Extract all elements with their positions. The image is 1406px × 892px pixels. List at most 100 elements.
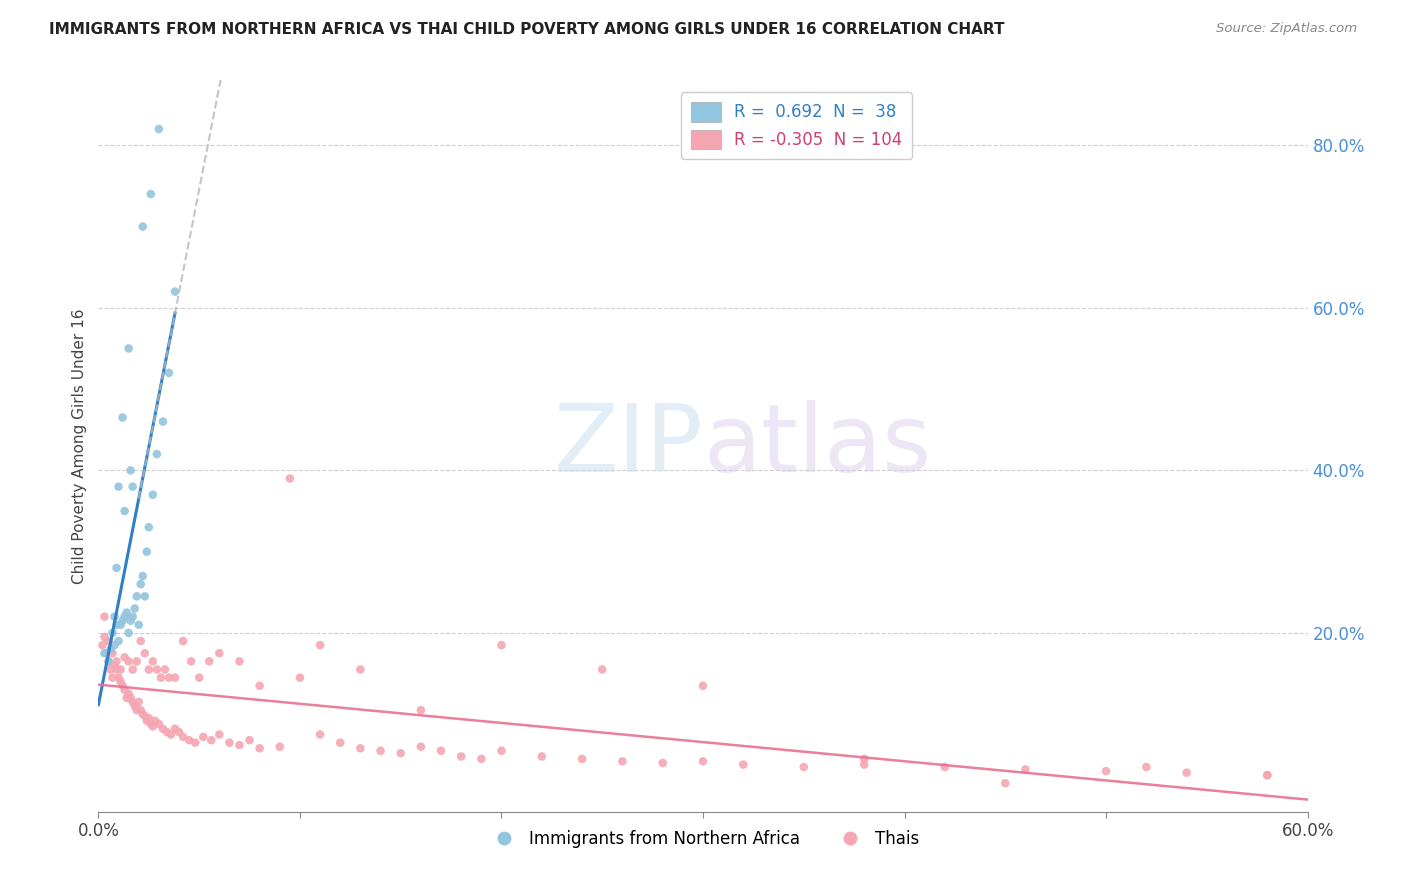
Point bbox=[409, 739, 432, 754]
Point bbox=[692, 679, 714, 693]
Point bbox=[692, 755, 714, 769]
Point bbox=[288, 671, 311, 685]
Point bbox=[138, 520, 160, 534]
Point bbox=[228, 654, 250, 668]
Point bbox=[110, 674, 132, 689]
Point bbox=[612, 755, 634, 769]
Point bbox=[1256, 768, 1278, 782]
Point bbox=[97, 634, 120, 648]
Point bbox=[132, 569, 155, 583]
Point bbox=[97, 654, 120, 668]
Point bbox=[1135, 760, 1157, 774]
Point bbox=[114, 504, 136, 518]
Text: IMMIGRANTS FROM NORTHERN AFRICA VS THAI CHILD POVERTY AMONG GIRLS UNDER 16 CORRE: IMMIGRANTS FROM NORTHERN AFRICA VS THAI … bbox=[49, 22, 1005, 37]
Y-axis label: Child Poverty Among Girls Under 16: Child Poverty Among Girls Under 16 bbox=[72, 309, 87, 583]
Point bbox=[389, 746, 412, 760]
Point bbox=[1014, 763, 1036, 777]
Point bbox=[142, 488, 165, 502]
Point bbox=[198, 654, 221, 668]
Point bbox=[128, 617, 150, 632]
Text: Source: ZipAtlas.com: Source: ZipAtlas.com bbox=[1216, 22, 1357, 36]
Point bbox=[249, 741, 271, 756]
Point bbox=[163, 671, 186, 685]
Point bbox=[124, 699, 146, 714]
Point bbox=[180, 654, 202, 668]
Point bbox=[135, 714, 157, 728]
Point bbox=[156, 725, 179, 739]
Point bbox=[208, 727, 231, 741]
Point bbox=[651, 756, 673, 770]
Point bbox=[160, 727, 183, 741]
Point bbox=[118, 687, 141, 701]
Point bbox=[430, 744, 453, 758]
Point bbox=[111, 614, 134, 628]
Point bbox=[134, 708, 156, 723]
Point bbox=[97, 654, 120, 668]
Point bbox=[329, 736, 352, 750]
Point bbox=[138, 663, 160, 677]
Point bbox=[121, 609, 143, 624]
Point bbox=[172, 730, 194, 744]
Point bbox=[269, 739, 291, 754]
Point bbox=[101, 671, 124, 685]
Point bbox=[105, 663, 128, 677]
Point bbox=[142, 719, 165, 733]
Point bbox=[120, 690, 142, 705]
Point bbox=[118, 342, 141, 356]
Point bbox=[208, 646, 231, 660]
Point bbox=[111, 410, 134, 425]
Point bbox=[114, 609, 136, 624]
Point bbox=[125, 654, 148, 668]
Point bbox=[105, 617, 128, 632]
Point bbox=[450, 749, 472, 764]
Point bbox=[134, 590, 156, 604]
Point bbox=[163, 285, 186, 299]
Point bbox=[103, 658, 125, 673]
Point bbox=[239, 733, 262, 747]
Point bbox=[107, 671, 129, 685]
Point bbox=[120, 463, 142, 477]
Point bbox=[793, 760, 815, 774]
Point bbox=[153, 663, 176, 677]
Point bbox=[349, 663, 371, 677]
Text: ZIP: ZIP bbox=[554, 400, 703, 492]
Point bbox=[118, 626, 141, 640]
Point bbox=[200, 733, 222, 747]
Point bbox=[101, 626, 124, 640]
Point bbox=[121, 663, 143, 677]
Point bbox=[138, 711, 160, 725]
Point bbox=[1256, 768, 1278, 782]
Point bbox=[100, 642, 122, 657]
Point bbox=[184, 736, 207, 750]
Point bbox=[148, 122, 170, 136]
Point bbox=[105, 561, 128, 575]
Point bbox=[853, 757, 876, 772]
Point bbox=[278, 471, 301, 485]
Point bbox=[994, 776, 1017, 790]
Point bbox=[132, 219, 155, 234]
Point bbox=[118, 654, 141, 668]
Point bbox=[142, 654, 165, 668]
Point bbox=[1175, 765, 1198, 780]
Point bbox=[100, 663, 122, 677]
Point bbox=[491, 744, 513, 758]
Legend: Immigrants from Northern Africa, Thais: Immigrants from Northern Africa, Thais bbox=[481, 823, 925, 855]
Point bbox=[121, 695, 143, 709]
Point bbox=[157, 671, 180, 685]
Point bbox=[370, 744, 392, 758]
Point bbox=[105, 654, 128, 668]
Point bbox=[125, 590, 148, 604]
Point bbox=[571, 752, 593, 766]
Point bbox=[249, 679, 271, 693]
Point bbox=[1095, 764, 1118, 778]
Point bbox=[120, 614, 142, 628]
Point bbox=[179, 733, 201, 747]
Point bbox=[157, 366, 180, 380]
Point bbox=[114, 682, 136, 697]
Point bbox=[218, 736, 240, 750]
Point bbox=[103, 638, 125, 652]
Point bbox=[93, 609, 115, 624]
Point bbox=[530, 749, 553, 764]
Point bbox=[110, 663, 132, 677]
Point bbox=[91, 638, 114, 652]
